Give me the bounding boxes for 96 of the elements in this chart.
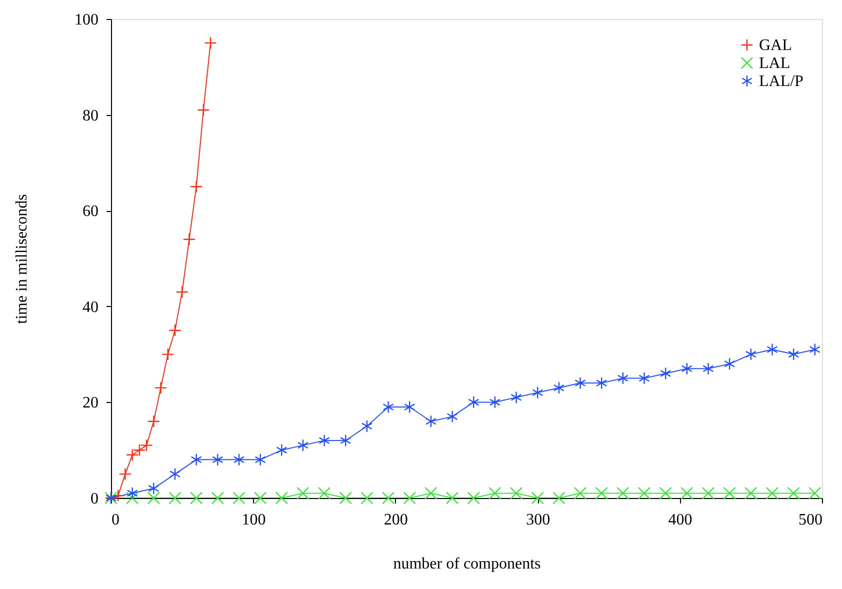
point	[659, 486, 672, 500]
point	[532, 386, 544, 399]
point	[232, 492, 246, 504]
point	[724, 358, 736, 370]
point	[574, 376, 586, 390]
point	[745, 348, 756, 361]
point	[574, 486, 587, 500]
point	[723, 486, 736, 500]
point	[553, 382, 564, 394]
y-tick-label: 60	[82, 203, 98, 220]
point	[254, 453, 266, 466]
point	[468, 396, 480, 408]
point	[638, 372, 650, 385]
point	[148, 482, 160, 495]
point	[382, 492, 395, 504]
y-tick-label: 20	[82, 394, 98, 412]
point	[616, 486, 630, 500]
point	[595, 486, 608, 500]
point	[133, 444, 146, 456]
point	[126, 486, 138, 500]
legend-label: GAL	[759, 37, 792, 54]
point	[596, 376, 608, 390]
point	[339, 492, 352, 504]
point	[297, 439, 309, 452]
point	[190, 180, 203, 193]
point	[168, 324, 182, 337]
point	[702, 486, 715, 500]
point	[788, 348, 800, 361]
point	[204, 36, 217, 50]
point	[340, 434, 352, 447]
point	[275, 492, 288, 504]
point	[140, 439, 153, 452]
point	[702, 362, 714, 375]
x-axis-title: number of components	[393, 556, 541, 572]
point	[488, 486, 502, 500]
legend-label: LAL	[759, 55, 790, 72]
point	[318, 486, 331, 500]
point	[660, 367, 672, 380]
point	[531, 492, 544, 504]
point	[382, 400, 394, 414]
x-tick-label: 100	[242, 512, 266, 528]
x-tick-label: 400	[668, 512, 692, 528]
legend-label: LAL/P	[759, 73, 804, 90]
point	[446, 410, 458, 423]
point	[233, 453, 245, 466]
point	[510, 391, 522, 404]
x-tick-label: 500	[798, 512, 822, 528]
point	[552, 492, 566, 504]
point	[617, 372, 628, 385]
point	[787, 486, 800, 500]
point	[190, 492, 203, 504]
point	[638, 486, 651, 500]
point	[154, 382, 168, 394]
point	[197, 104, 210, 116]
point	[118, 468, 132, 480]
point	[489, 396, 500, 408]
y-tick-label: 0	[90, 490, 98, 508]
y-axis-title: time in milliseconds	[14, 194, 30, 324]
point	[162, 348, 174, 361]
point	[168, 492, 182, 504]
point	[403, 492, 416, 504]
point	[744, 486, 758, 500]
point	[467, 492, 480, 504]
point	[318, 434, 330, 447]
point	[809, 343, 820, 356]
point	[212, 453, 224, 466]
point	[425, 415, 437, 428]
point	[510, 486, 523, 500]
point	[681, 362, 692, 375]
point	[766, 486, 779, 500]
point	[169, 468, 181, 480]
point	[446, 492, 459, 504]
point	[176, 286, 188, 298]
point	[147, 492, 160, 504]
point	[766, 343, 778, 356]
x-tick-label: 200	[384, 512, 408, 528]
y-tick-label: 40	[82, 298, 98, 316]
point	[296, 486, 310, 500]
point	[680, 486, 694, 500]
x-tick-label: 0	[112, 512, 120, 528]
point	[424, 486, 438, 500]
point	[190, 453, 202, 466]
y-tick-label: 80	[82, 107, 98, 124]
point	[211, 492, 224, 504]
point	[361, 420, 373, 432]
x-tick-label: 300	[526, 512, 550, 528]
point	[126, 492, 139, 504]
point	[254, 492, 267, 504]
point	[404, 400, 416, 414]
point	[360, 492, 374, 504]
y-tick-label: 100	[74, 12, 98, 28]
point	[126, 448, 139, 462]
point	[276, 444, 288, 456]
point	[808, 486, 822, 500]
point	[147, 415, 160, 428]
point	[182, 233, 196, 246]
